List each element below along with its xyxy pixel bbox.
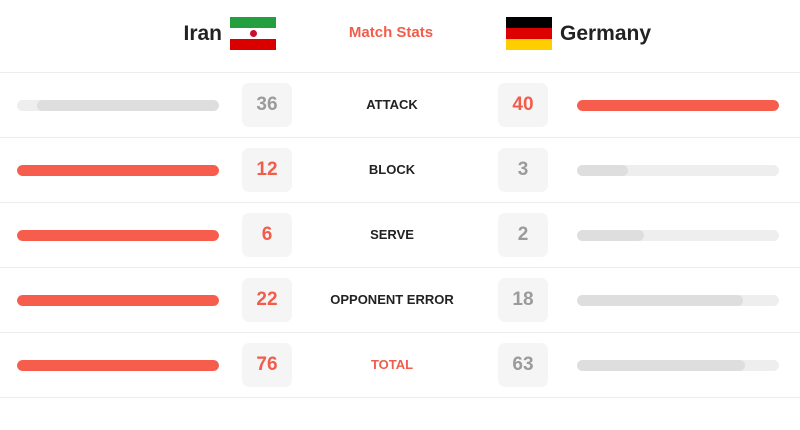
- home-stat-value: 6: [242, 213, 292, 257]
- stat-row-total: 76 TOTAL 63: [0, 333, 800, 398]
- home-stat-value: 22: [242, 278, 292, 322]
- away-stat-bar-fill: [577, 165, 628, 176]
- home-stat-value: 12: [242, 148, 292, 192]
- away-stat-value: 63: [498, 343, 548, 387]
- away-team: Germany: [506, 17, 651, 50]
- away-stat-bar: [577, 360, 779, 371]
- away-stat-bar: [577, 165, 779, 176]
- away-stat-value: 3: [498, 148, 548, 192]
- germany-flag-icon: [506, 17, 552, 50]
- home-stat-bar-fill: [17, 230, 219, 241]
- iran-flag-icon: [230, 17, 276, 50]
- stat-label: OPPONENT ERROR: [330, 292, 454, 307]
- away-stat-value: 2: [498, 213, 548, 257]
- away-stat-bar-fill: [577, 100, 779, 111]
- match-header: Iran Match Stats Germany: [0, 0, 800, 73]
- home-stat-value: 76: [242, 343, 292, 387]
- home-stat-bar-fill: [17, 360, 219, 371]
- stat-label: ATTACK: [366, 97, 418, 112]
- stat-label: BLOCK: [368, 162, 416, 177]
- stat-row-serve: 6 SERVE 2: [0, 203, 800, 268]
- stats-list: 36 ATTACK 40 12 BLOCK 3 6 SERVE 2 22 OPP…: [0, 73, 800, 398]
- home-stat-bar-fill: [17, 165, 219, 176]
- away-stat-bar-fill: [577, 230, 644, 241]
- home-stat-bar-fill: [17, 295, 219, 306]
- away-stat-bar: [577, 230, 779, 241]
- stat-row-opponent-error: 22 OPPONENT ERROR 18: [0, 268, 800, 333]
- stat-label: TOTAL: [370, 357, 414, 372]
- home-team: Iran: [183, 17, 276, 50]
- home-stat-bar: [17, 100, 219, 111]
- match-stats-title: Match Stats: [348, 24, 434, 41]
- away-stat-value: 18: [498, 278, 548, 322]
- stat-row-attack: 36 ATTACK 40: [0, 73, 800, 138]
- away-team-name: Germany: [560, 21, 652, 45]
- home-stat-bar-fill: [37, 100, 219, 111]
- home-team-name: Iran: [183, 21, 222, 45]
- home-stat-bar: [17, 230, 219, 241]
- away-stat-bar: [577, 100, 779, 111]
- away-stat-bar: [577, 295, 779, 306]
- home-stat-bar: [17, 295, 219, 306]
- home-stat-bar: [17, 360, 219, 371]
- away-stat-bar-fill: [577, 295, 743, 306]
- stat-row-block: 12 BLOCK 3: [0, 138, 800, 203]
- home-stat-bar: [17, 165, 219, 176]
- home-stat-value: 36: [242, 83, 292, 127]
- away-stat-bar-fill: [577, 360, 745, 371]
- stat-label: SERVE: [370, 227, 414, 242]
- away-stat-value: 40: [498, 83, 548, 127]
